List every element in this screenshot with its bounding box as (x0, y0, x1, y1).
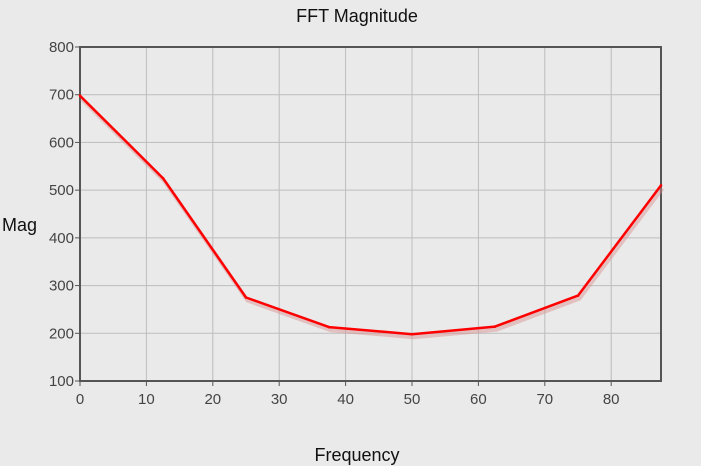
x-tick-label: 50 (404, 391, 421, 408)
x-tick-label: 60 (470, 391, 487, 408)
x-tick-label: 70 (536, 391, 553, 408)
plot-frame (79, 46, 662, 382)
series-group (78, 94, 665, 340)
data-point (576, 294, 580, 297)
y-axis-label: Mag (2, 215, 37, 235)
data-point (244, 296, 248, 299)
x-axis-ticks: 0 10 20 30 40 50 60 70 80 (76, 381, 620, 408)
x-axis-label: Frequency (314, 445, 399, 465)
x-tick-label: 80 (603, 391, 620, 408)
data-point (327, 325, 331, 329)
data-point (161, 176, 165, 180)
x-tick-label: 0 (76, 391, 84, 408)
chart-title: FFT Magnitude (296, 6, 418, 26)
y-tick-label: 100 (49, 373, 74, 390)
x-tick-label: 10 (138, 391, 155, 408)
y-tick-label: 300 (49, 278, 74, 295)
series-line (79, 94, 662, 336)
series-line-shadow (80, 97, 665, 340)
data-point (659, 184, 663, 187)
y-tick-label: 400 (49, 230, 74, 247)
data-point (410, 332, 414, 336)
y-tick-label: 700 (49, 87, 74, 104)
data-point (78, 94, 82, 97)
y-tick-label: 500 (49, 182, 74, 199)
x-tick-label: 20 (204, 391, 221, 408)
y-axis-ticks: 100 200 300 400 500 600 700 800 (49, 39, 80, 390)
data-point (493, 325, 497, 328)
x-tick-label: 30 (271, 391, 288, 408)
y-tick-label: 200 (49, 325, 74, 342)
grid-lines (79, 46, 661, 382)
y-tick-label: 600 (49, 134, 74, 151)
y-tick-label: 800 (49, 39, 74, 56)
x-tick-label: 40 (337, 391, 354, 408)
